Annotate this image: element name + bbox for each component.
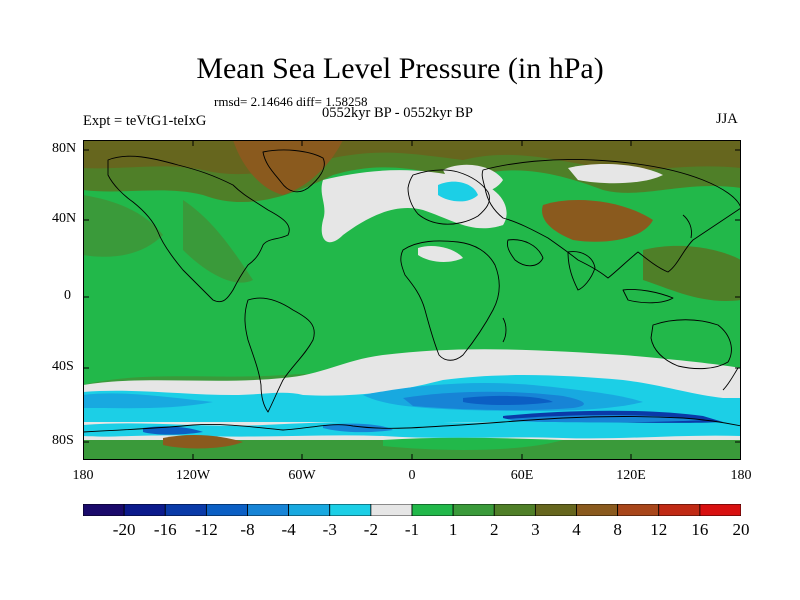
colorbar-label: 4	[572, 520, 581, 539]
coast-arabia	[506, 239, 544, 267]
colorbar-box	[123, 504, 166, 516]
experiment-label: Expt = teVtG1-teIxG	[83, 113, 207, 129]
colorbar-label: -2	[363, 520, 378, 539]
colorbar-box	[534, 504, 577, 516]
colorbar-box	[288, 504, 331, 516]
field-weddell-sky	[323, 423, 393, 433]
colorbar-box	[205, 504, 248, 516]
lon-label-120e: 120E	[616, 468, 646, 483]
colorbar-box	[576, 504, 619, 516]
coastlines	[83, 149, 741, 433]
field-antarctic-green	[383, 437, 563, 450]
colorbar-box	[617, 504, 660, 516]
colorbar-box	[493, 504, 536, 516]
coast-japan	[682, 214, 692, 239]
coast-indonesia	[622, 289, 674, 304]
coast-antarctica	[83, 416, 741, 433]
period-label: 0552kyr BP - 0552kyr BP	[322, 105, 473, 121]
lon-label-60w: 60W	[288, 468, 316, 483]
field-europe-white	[473, 203, 504, 227]
coast-asia	[481, 159, 741, 279]
field-southern-deepblue	[463, 395, 553, 405]
season-label: JJA	[716, 111, 738, 127]
colorbar-box	[699, 504, 741, 516]
colorbar-label: -3	[322, 520, 337, 539]
field-europe-cyan	[438, 181, 478, 202]
colorbar-label: 12	[650, 520, 668, 539]
lon-label-60e: 60E	[510, 468, 534, 483]
colorbar-box	[370, 504, 413, 516]
lon-label-180-east: 180	[730, 468, 752, 483]
colorbar-label: 1	[448, 520, 458, 539]
lon-label-120w: 120W	[175, 468, 211, 483]
coast-europe	[407, 169, 490, 225]
lon-label-0: 0	[408, 468, 416, 483]
coast-greenland	[262, 149, 325, 193]
field-pacific-olive	[83, 195, 163, 257]
lat-label-0: 0	[64, 288, 71, 303]
pressure-anomaly-map	[83, 140, 741, 460]
colorbar-label: 16	[691, 520, 709, 539]
coast-australia	[650, 319, 732, 370]
lat-label-40s: 40S	[52, 359, 74, 374]
coast-new-zealand	[722, 367, 739, 391]
lat-label-80n: 80N	[52, 141, 77, 156]
colorbar-label: -8	[240, 520, 255, 539]
colorbar-box	[658, 504, 701, 516]
colorbar-label: -4	[281, 520, 296, 539]
field-pacific-sector-cyan	[83, 393, 213, 409]
lat-label-40n: 40N	[52, 211, 77, 226]
field-greenland-brown	[233, 140, 343, 195]
coast-north-america	[107, 155, 290, 303]
colorbar-label: -1	[404, 520, 420, 539]
colorbar-label: 20	[732, 520, 750, 539]
colorbar-label: -16	[153, 520, 177, 539]
field-namerica-olive	[183, 200, 253, 283]
colorbar-box	[329, 504, 372, 516]
lat-label-80s: 80S	[52, 433, 74, 448]
coast-madagascar	[502, 317, 507, 343]
colorbar-label: 2	[490, 520, 499, 539]
colorbar-box	[164, 504, 207, 516]
field-africa-white	[418, 246, 463, 262]
colorbar-box	[452, 504, 495, 516]
colorbar-box	[411, 504, 454, 516]
colorbar-label: 3	[531, 520, 540, 539]
colorbar-label: -20	[112, 520, 136, 539]
colorbar	[83, 504, 741, 516]
field-pacific-olive-e	[643, 245, 741, 301]
colorbar-label: 8	[613, 520, 622, 539]
coast-africa	[400, 240, 500, 361]
chart-title: Mean Sea Level Pressure (in hPa)	[196, 52, 604, 85]
colorbar-label: -12	[195, 520, 218, 539]
coast-india	[567, 251, 596, 291]
colorbar-box	[247, 504, 290, 516]
statistics-label: rmsd= 2.14646 diff= 1.58258	[214, 94, 368, 109]
field-asia-brown	[542, 200, 653, 242]
colorbar-box	[83, 504, 125, 516]
field-antarctic-olive	[83, 440, 741, 460]
field-pacific-white	[568, 164, 663, 184]
lon-label-180-west: 180	[72, 468, 94, 483]
coast-south-america	[244, 297, 315, 413]
field-ross-darkblue	[143, 426, 203, 435]
field-antarctic-brown	[163, 435, 243, 449]
map-ticks	[83, 140, 741, 460]
